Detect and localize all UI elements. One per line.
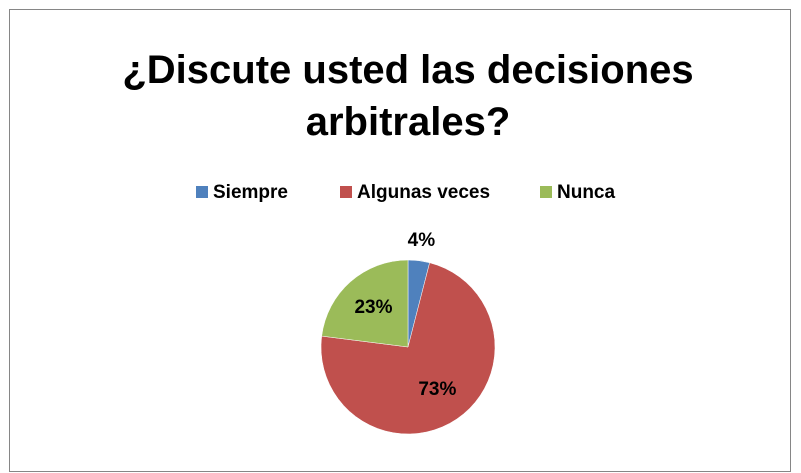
data-label: 4%: [408, 230, 436, 251]
legend-label: Siempre: [213, 182, 288, 203]
pie-slice: [320, 262, 496, 435]
data-label: 23%: [354, 297, 392, 318]
pie-slice: [321, 259, 409, 348]
chart-title: ¿Discute usted las decisiones arbitrales…: [122, 48, 694, 144]
legend-swatch: [340, 186, 352, 198]
legend-swatch: [196, 186, 208, 198]
chart-frame: [9, 9, 791, 472]
legend-swatch: [540, 186, 552, 198]
data-label: 73%: [418, 379, 456, 400]
legend-label: Nunca: [557, 182, 616, 203]
legend-label: Algunas veces: [357, 182, 490, 203]
